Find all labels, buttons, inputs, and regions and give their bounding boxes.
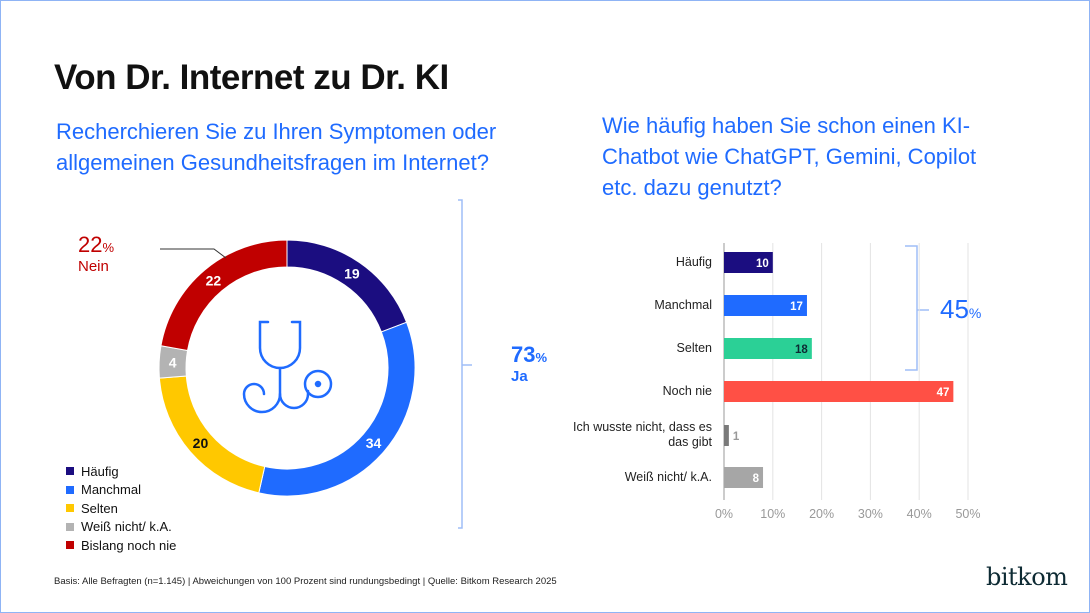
x-tick-label: 50% (955, 507, 981, 521)
donut-slice-4 (160, 239, 288, 352)
legend-label: Manchmal (81, 482, 141, 498)
legend-swatch (66, 467, 74, 476)
bar-category-label: Weiß nicht/ k.A. (624, 469, 712, 484)
bar-0 (724, 252, 773, 273)
legend-swatch (66, 541, 74, 550)
bar-category-label: Ich wusste nicht, dass es das gibt (573, 420, 712, 449)
legend-item: Selten (66, 499, 176, 518)
legend-swatch (66, 504, 74, 513)
legend-swatch (66, 485, 74, 494)
donut-slice-1 (258, 321, 416, 497)
bar-value-0: 10 (756, 258, 769, 270)
legend-item: Bislang noch nie (66, 536, 176, 555)
bar-category-label: Häufig (675, 254, 712, 269)
legend-label: Selten (81, 500, 118, 516)
ja-value: 73 (511, 342, 536, 367)
footer-note: Basis: Alle Befragten (n=1.145) | Abweic… (54, 576, 557, 587)
nein-pct: % (102, 240, 115, 255)
legend-label: Bislang noch nie (81, 537, 177, 553)
bar-category-label: Selten (676, 340, 712, 355)
bitkom-logo: bitkom (986, 563, 1068, 591)
bar-value-4: 1 (733, 431, 740, 443)
page-title: Von Dr. Internet zu Dr. KI (54, 58, 449, 97)
ja-label: Ja (511, 368, 528, 385)
x-tick-label: 40% (906, 507, 932, 521)
bar-value-1: 17 (790, 301, 803, 313)
legend-item: Manchmal (66, 481, 176, 500)
right-question: Wie häufig haben Sie schon einen KI-Chat… (602, 113, 977, 200)
legend-swatch (66, 522, 74, 531)
bar-category-label: Manchmal (654, 297, 712, 312)
donut-label-4: 22 (206, 272, 222, 288)
donut-label-0: 19 (344, 266, 360, 282)
nein-label: Nein (78, 258, 109, 275)
bar-value-3: 47 (937, 387, 950, 399)
donut-label-3: 4 (169, 355, 177, 371)
legend-item: Häufig (66, 462, 176, 481)
bracket-45-label: 45% (940, 294, 981, 325)
donut-slice-0 (286, 239, 408, 333)
x-tick-label: 10% (760, 507, 786, 521)
bar-value-2: 18 (795, 344, 808, 356)
x-tick-label: 0% (714, 507, 734, 521)
bar-3 (724, 381, 954, 402)
stethoscope-icon (242, 320, 333, 414)
bar-5 (724, 467, 764, 488)
bracket-value: 45 (940, 294, 969, 324)
bar-1 (724, 295, 807, 316)
nein-value: 22 (78, 232, 103, 257)
x-tick-label: 30% (857, 507, 883, 521)
donut-chart: 19 34 20 4 22 (158, 239, 416, 497)
legend-item: Weiß nicht/ k.A. (66, 518, 176, 537)
donut-legend: Häufig Manchmal Selten Weiß nicht/ k.A. Bisl… (66, 462, 176, 555)
bar-category-label: Noch nie (662, 383, 712, 398)
bracket-pct: % (968, 305, 982, 321)
bar-4 (724, 425, 729, 446)
ja-bracket (458, 199, 472, 529)
legend-label: Weiß nicht/ k.A. (81, 519, 172, 535)
legend-label: Häufig (81, 463, 119, 479)
donut-label-2: 20 (193, 435, 209, 451)
bracket-45 (905, 245, 929, 371)
nein-callout: 22% Nein (78, 232, 114, 276)
x-tick-label: 20% (809, 507, 835, 521)
ja-pct: % (535, 350, 548, 365)
donut-label-1: 34 (366, 435, 382, 451)
nein-leader-line (160, 248, 227, 259)
bar-value-5: 8 (753, 473, 760, 485)
ja-callout: 73% Ja (511, 342, 547, 386)
bar-2 (724, 338, 812, 359)
left-question: Recherchieren Sie zu Ihren Symptomen ode… (56, 119, 497, 175)
